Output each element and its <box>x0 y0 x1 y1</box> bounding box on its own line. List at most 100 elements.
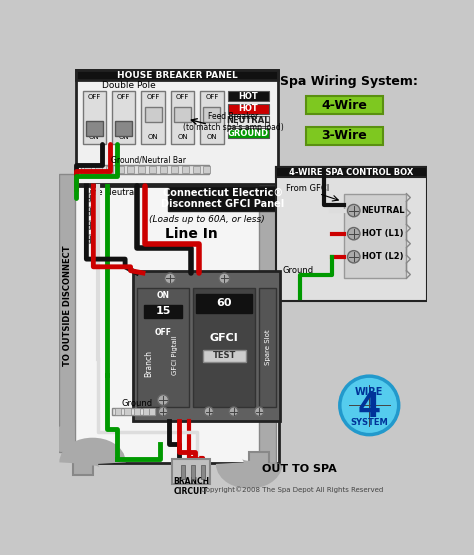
Bar <box>259 186 276 463</box>
Bar <box>228 116 268 126</box>
Text: Double Pole: Double Pole <box>102 80 156 89</box>
Text: 3-Wire: 3-Wire <box>321 129 367 143</box>
Bar <box>76 70 278 80</box>
Circle shape <box>340 376 399 435</box>
Bar <box>203 107 220 122</box>
Bar <box>124 408 130 415</box>
Text: OFF: OFF <box>146 94 160 100</box>
Text: HOT: HOT <box>238 104 258 113</box>
Bar <box>249 452 268 475</box>
Text: GROUND: GROUND <box>228 129 269 138</box>
Text: 15: 15 <box>155 306 171 316</box>
Bar <box>193 287 255 407</box>
Text: GFCI Pigtail: GFCI Pigtail <box>173 335 179 375</box>
Bar <box>81 165 209 174</box>
Text: ON: ON <box>89 134 100 140</box>
Bar <box>196 294 252 313</box>
Text: Branch: Branch <box>144 350 153 376</box>
Bar <box>149 166 156 173</box>
Text: Spa Wiring System:: Spa Wiring System: <box>280 75 418 88</box>
Circle shape <box>164 273 175 284</box>
Bar <box>228 104 268 114</box>
Bar <box>171 166 178 173</box>
Bar <box>128 166 135 173</box>
Text: (Loads up to 60A, or less): (Loads up to 60A, or less) <box>149 215 264 224</box>
Text: TEST: TEST <box>213 351 236 360</box>
Text: 4: 4 <box>358 391 381 424</box>
Bar <box>106 166 113 173</box>
Bar <box>134 408 140 415</box>
Circle shape <box>219 273 230 284</box>
Bar <box>76 70 278 184</box>
Bar <box>73 186 279 463</box>
Text: NEUTRAL: NEUTRAL <box>227 117 270 125</box>
Bar <box>201 91 224 144</box>
Bar <box>133 271 280 421</box>
Bar <box>137 287 190 407</box>
Bar <box>172 460 210 484</box>
Text: Line In: Line In <box>164 228 218 241</box>
Text: Spare Slot: Spare Slot <box>264 330 271 365</box>
Bar <box>259 287 276 407</box>
Bar <box>201 466 205 480</box>
Bar <box>174 107 191 122</box>
Circle shape <box>158 395 169 405</box>
Text: HOUSE BREAKER PANEL: HOUSE BREAKER PANEL <box>117 70 237 79</box>
Text: ON: ON <box>118 134 129 140</box>
Text: Feed Breaker
(to match spa's amp load): Feed Breaker (to match spa's amp load) <box>183 112 284 132</box>
Bar <box>345 194 406 279</box>
Text: OUT TO SPA: OUT TO SPA <box>262 463 337 473</box>
Bar <box>115 408 121 415</box>
Text: ON: ON <box>207 134 217 140</box>
Text: TO OUTSIDE DISCONNECT: TO OUTSIDE DISCONNECT <box>63 245 72 366</box>
Bar <box>181 466 185 480</box>
Bar <box>112 408 155 415</box>
Text: 4-WIRE SPA CONTROL BOX: 4-WIRE SPA CONTROL BOX <box>289 168 414 176</box>
Text: WIRE: WIRE <box>355 386 383 396</box>
Bar <box>86 120 103 136</box>
Bar <box>84 166 91 173</box>
Text: Connecticut Electric®
Disconnect GFCI Panel: Connecticut Electric® Disconnect GFCI Pa… <box>161 188 284 209</box>
Text: ON: ON <box>177 134 188 140</box>
Bar <box>182 166 189 173</box>
Bar <box>203 166 210 173</box>
Circle shape <box>86 193 94 201</box>
Text: OFF: OFF <box>205 94 219 100</box>
Circle shape <box>347 204 360 217</box>
Circle shape <box>158 407 168 416</box>
Text: OFF: OFF <box>87 94 101 100</box>
Bar <box>82 91 106 144</box>
Circle shape <box>347 251 360 263</box>
Text: HOT (L1): HOT (L1) <box>363 229 404 238</box>
Circle shape <box>229 407 238 416</box>
Circle shape <box>204 407 213 416</box>
Bar <box>276 166 427 178</box>
Bar <box>171 91 194 144</box>
Text: ON: ON <box>156 291 170 300</box>
Bar <box>276 166 427 301</box>
Text: OFF: OFF <box>117 94 130 100</box>
Text: HOT (L2): HOT (L2) <box>363 253 404 261</box>
Text: 60: 60 <box>217 298 232 308</box>
Circle shape <box>347 228 360 240</box>
Bar <box>73 452 92 475</box>
Bar <box>143 408 149 415</box>
Text: ON: ON <box>148 134 158 140</box>
Text: GFCI: GFCI <box>210 334 239 344</box>
Text: From GFCI: From GFCI <box>286 184 329 193</box>
Bar <box>306 96 383 114</box>
Bar <box>228 128 268 138</box>
Text: Copyright©2008 The Spa Depot All Rights Reserved: Copyright©2008 The Spa Depot All Rights … <box>201 486 383 493</box>
Text: BRANCH
CIRCUIT: BRANCH CIRCUIT <box>173 477 209 496</box>
Text: Ground/Neutral Bar: Ground/Neutral Bar <box>111 155 186 164</box>
Bar <box>95 166 102 173</box>
Bar <box>117 166 124 173</box>
Circle shape <box>86 235 94 243</box>
Bar <box>149 408 155 415</box>
Bar <box>160 166 167 173</box>
Bar <box>144 305 182 319</box>
Text: Ground: Ground <box>121 398 152 407</box>
Circle shape <box>86 207 94 215</box>
Bar <box>191 466 195 480</box>
Text: SYSTEM: SYSTEM <box>350 418 388 427</box>
